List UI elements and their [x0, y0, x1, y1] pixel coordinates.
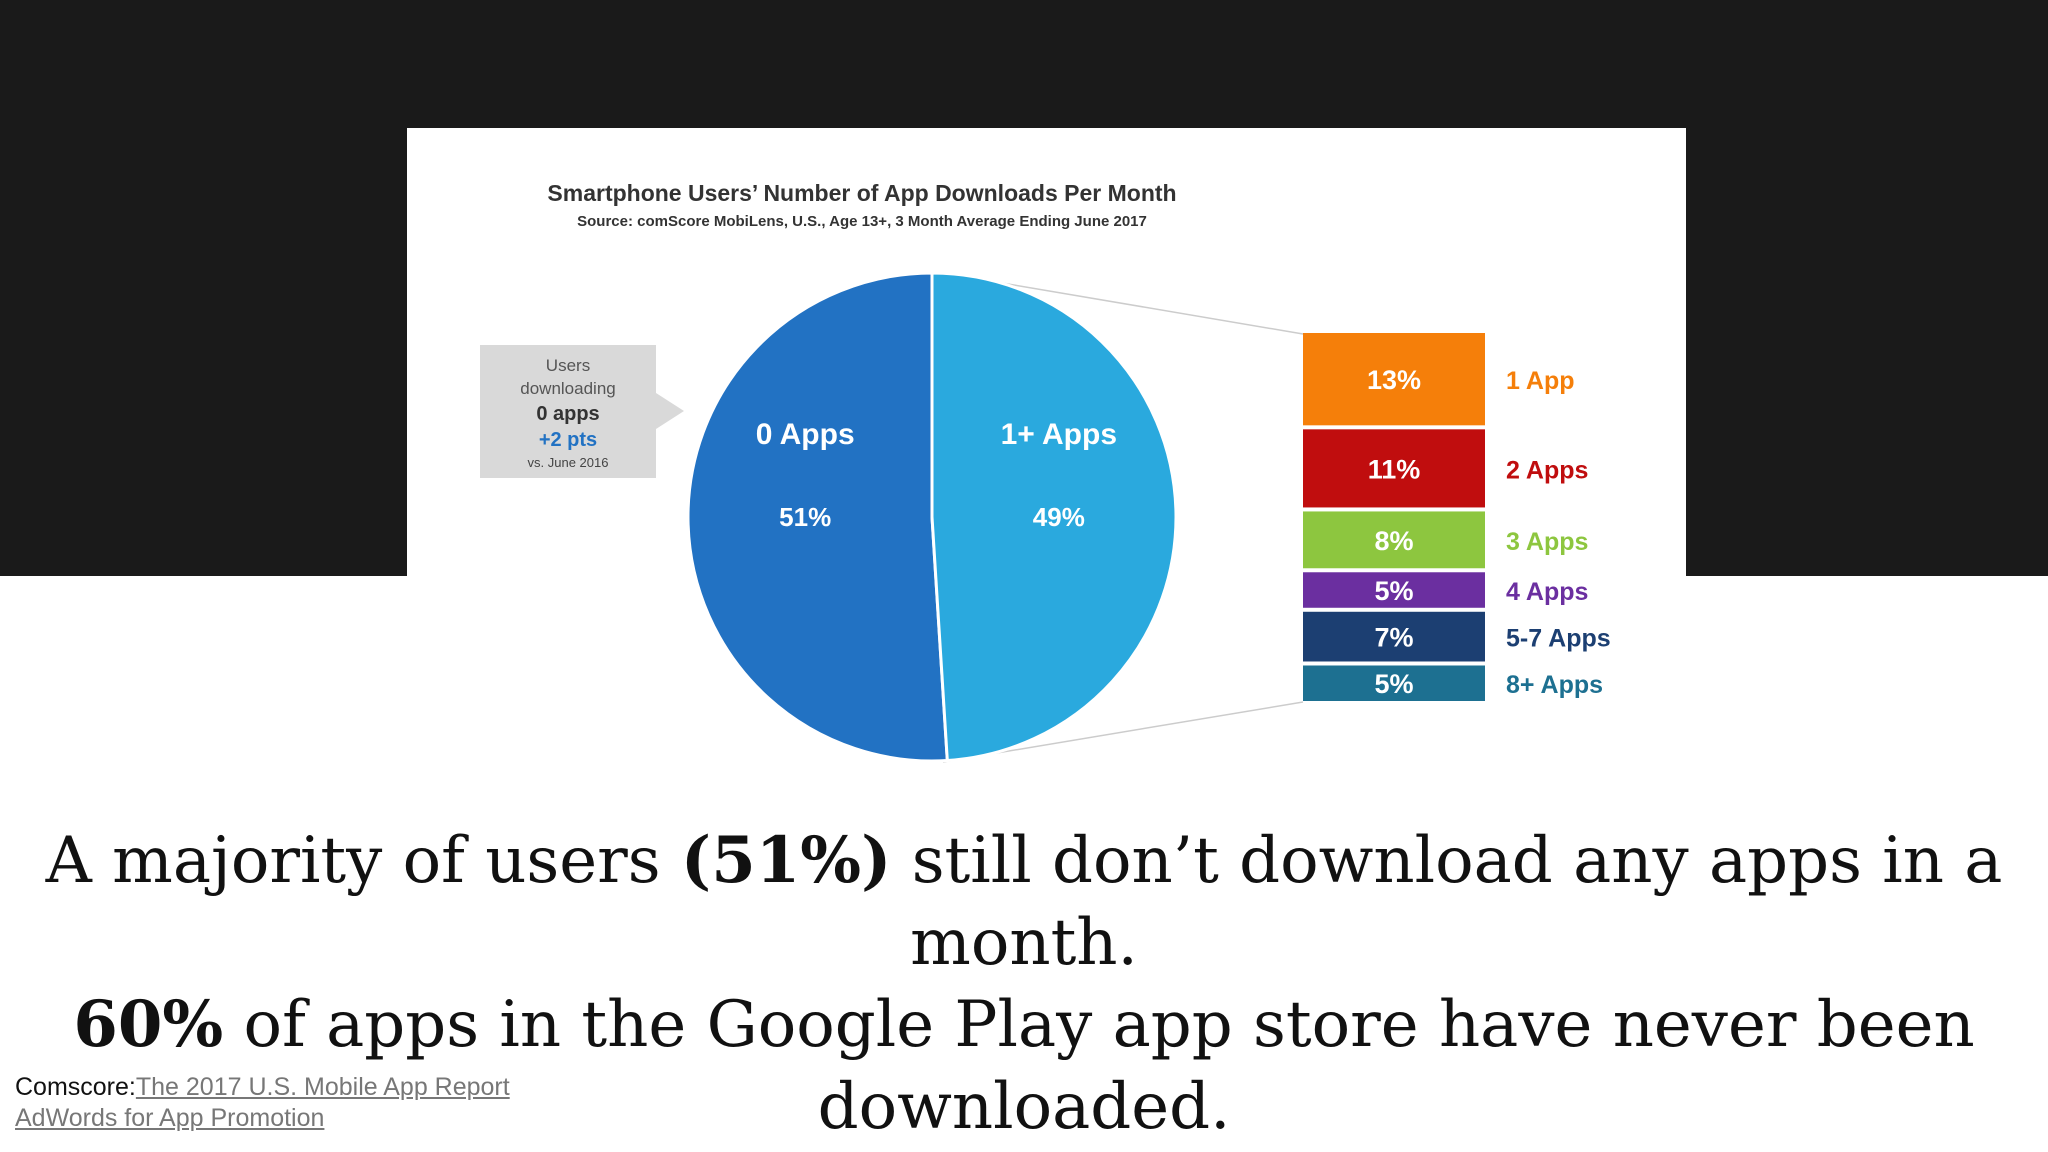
bar-value-3-apps: 8%	[1374, 526, 1413, 556]
bar-segment-2-apps	[1303, 429, 1485, 508]
source-line-1: Comscore:The 2017 U.S. Mobile App Report	[15, 1072, 510, 1103]
pie-slice-1-apps	[930, 271, 1178, 763]
pie-slices: 0 Apps 51% 1+ Apps 49%	[686, 271, 1178, 763]
bar-segment-1-app	[1303, 333, 1485, 426]
callout-line-users: Users	[546, 356, 590, 375]
caption-line-3: downloaded.	[817, 1070, 1231, 1144]
callout-line-downloading: downloading	[520, 379, 615, 398]
sources: Comscore:The 2017 U.S. Mobile App Report…	[15, 1072, 510, 1134]
pie-slice-0-apps	[686, 271, 949, 763]
bar-segment-3-apps	[1303, 511, 1485, 569]
bar-value-2-apps: 11%	[1368, 454, 1421, 484]
pie-value-1-apps: 49%	[1033, 502, 1085, 532]
caption-text-2b: of apps in the Google Play app store hav…	[223, 988, 1975, 1062]
chart-panel: Smartphone Users’ Number of App Download…	[407, 128, 1686, 800]
bar-value-5-7-apps: 7%	[1374, 623, 1413, 653]
bar-label-1-app: 1 App	[1506, 367, 1575, 395]
callout-background	[480, 345, 656, 478]
caption-text-1a: A majority of users	[45, 824, 681, 898]
callout-line-comparison: vs. June 2016	[528, 455, 609, 470]
breakdown-bars: 13% 1 App 11% 2 Apps 8% 3 Apps 5% 4 Apps 7% 5-7 A…	[1303, 333, 1611, 701]
caption: A majority of users (51%) still don’t do…	[0, 820, 2048, 1148]
source-label: Comscore:	[15, 1073, 136, 1101]
bar-segment-8-apps	[1303, 665, 1485, 701]
bar-value-8-apps: 5%	[1374, 669, 1413, 699]
pie-chart: Smartphone Users’ Number of App Download…	[480, 180, 1611, 763]
bar-label-2-apps: 2 Apps	[1506, 456, 1588, 484]
chart-subtitle: Source: comScore MobiLens, U.S., Age 13+…	[577, 213, 1147, 230]
bar-segment-5-7-apps	[1303, 611, 1485, 662]
source-link-mobile-app-report[interactable]: The 2017 U.S. Mobile App Report	[135, 1073, 510, 1101]
chart-title: Smartphone Users’ Number of App Download…	[547, 180, 1176, 206]
bar-label-5-7-apps: 5-7 Apps	[1506, 625, 1611, 653]
callout-pointer-icon	[656, 393, 684, 429]
bar-value-1-app: 13%	[1367, 365, 1421, 395]
pie-label-0-apps: 0 Apps	[756, 418, 855, 451]
caption-text-1c: still don’t download any apps in a month…	[891, 824, 2003, 980]
pie-value-0-apps: 51%	[779, 502, 831, 532]
callout-box: Users downloading 0 apps +2 pts vs. June…	[480, 345, 684, 478]
pie-label-1-apps: 1+ Apps	[1001, 418, 1117, 451]
bar-value-4-apps: 5%	[1374, 576, 1413, 606]
source-link-adwords[interactable]: AdWords for App Promotion	[15, 1104, 325, 1132]
caption-bold-51: (51%)	[680, 823, 892, 898]
callout-line-zero-apps: 0 apps	[536, 403, 599, 425]
caption-line-2: 60% of apps in the Google Play app store…	[0, 984, 2048, 1066]
caption-line-1: A majority of users (51%) still don’t do…	[0, 820, 2048, 984]
bar-label-8-apps: 8+ Apps	[1506, 671, 1603, 699]
bar-label-4-apps: 4 Apps	[1506, 578, 1588, 606]
source-line-2: AdWords for App Promotion	[15, 1103, 510, 1134]
bar-segment-4-apps	[1303, 572, 1485, 608]
caption-bold-60: 60%	[73, 987, 224, 1062]
callout-line-change: +2 pts	[539, 429, 597, 451]
bar-label-3-apps: 3 Apps	[1506, 528, 1588, 556]
